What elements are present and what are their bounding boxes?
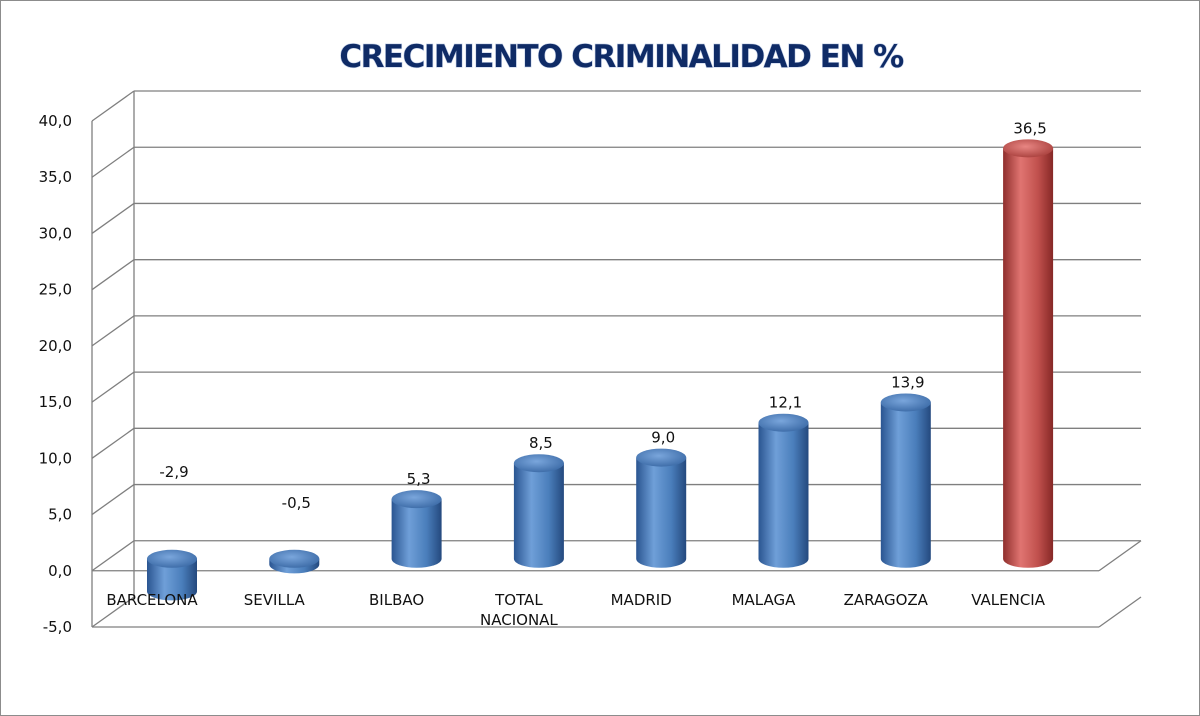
bar	[147, 549, 197, 601]
wall-gridline	[91, 315, 135, 347]
bar-body	[758, 422, 809, 568]
bar-body	[513, 463, 564, 568]
bar	[758, 413, 809, 568]
bar-body	[880, 402, 931, 568]
y-tick-label: 25,0	[39, 281, 72, 299]
x-tick-label-line: NACIONAL	[480, 611, 558, 629]
y-axis: -5,0 0,0 5,0 10,0 15,0 20,0 25,0 30,0 35,0 40,0	[39, 112, 72, 636]
x-tick-label: MALAGA	[732, 591, 797, 609]
x-tick-label: BARCELONA	[106, 591, 198, 609]
data-label: 5,3	[407, 470, 431, 488]
bar-top	[880, 393, 931, 412]
bar-body	[147, 558, 197, 601]
bar-top	[147, 549, 197, 568]
bar	[636, 448, 687, 568]
wall-gridline	[91, 427, 135, 459]
bar-body	[391, 499, 442, 568]
x-tick-label: BILBAO	[369, 591, 424, 609]
y-tick-label: 35,0	[39, 168, 72, 186]
bar	[1003, 139, 1054, 568]
bar	[391, 490, 442, 568]
y-tick-label: 0,0	[48, 562, 72, 580]
bar	[880, 393, 931, 568]
gridlines	[91, 90, 1142, 628]
wall-gridline	[91, 90, 135, 122]
bars	[147, 139, 1054, 601]
x-tick-label: ZARAGOZA	[844, 591, 929, 609]
y-tick-label: 10,0	[39, 449, 72, 467]
x-axis: BARCELONA SEVILLA BILBAO TOTAL NACIONAL MADRI…	[106, 591, 1045, 629]
data-label: -2,9	[159, 463, 188, 481]
y-tick-label: 5,0	[48, 506, 72, 524]
wall-gridline	[91, 596, 135, 628]
bar-top	[1003, 139, 1054, 158]
data-label: 8,5	[529, 434, 553, 452]
wall-gridline	[91, 484, 135, 516]
bar-body	[1003, 148, 1054, 568]
bar	[513, 454, 564, 568]
wall-gridline	[91, 371, 135, 403]
y-tick-label: 30,0	[39, 224, 72, 242]
chart-title: CRECIMIENTO CRIMINALIDAD EN %	[339, 39, 904, 75]
wall-gridline	[91, 540, 135, 572]
data-label: -0,5	[282, 494, 311, 512]
wall-gridline	[91, 202, 135, 234]
wall-gridline	[91, 259, 135, 291]
y-tick-label: 40,0	[39, 112, 72, 130]
bar-top	[636, 448, 687, 467]
data-label: 9,0	[651, 429, 675, 447]
bar-top	[758, 413, 809, 432]
data-labels: -2,9 -0,5 5,3 8,5 9,0 12,1 13,9 36,5	[159, 119, 1046, 511]
x-tick-label: MADRID	[611, 591, 672, 609]
bar-body	[636, 457, 687, 568]
data-label: 36,5	[1013, 119, 1046, 137]
bar-top	[391, 490, 442, 509]
wall-gridline	[91, 146, 135, 178]
y-tick-label: -5,0	[43, 618, 72, 636]
x-tick-label-line: TOTAL	[494, 591, 543, 609]
bar-top	[513, 454, 564, 473]
zero-floor-side	[1098, 540, 1142, 572]
x-tick-label: TOTAL NACIONAL	[480, 591, 558, 629]
bar	[269, 549, 320, 574]
bar-top	[269, 549, 320, 568]
data-label: 13,9	[891, 373, 924, 391]
base-side	[1098, 596, 1142, 628]
x-tick-label: VALENCIA	[971, 591, 1046, 609]
y-tick-label: 15,0	[39, 393, 72, 411]
x-tick-label: SEVILLA	[244, 591, 306, 609]
y-tick-label: 20,0	[39, 337, 72, 355]
data-label: 12,1	[769, 394, 802, 412]
